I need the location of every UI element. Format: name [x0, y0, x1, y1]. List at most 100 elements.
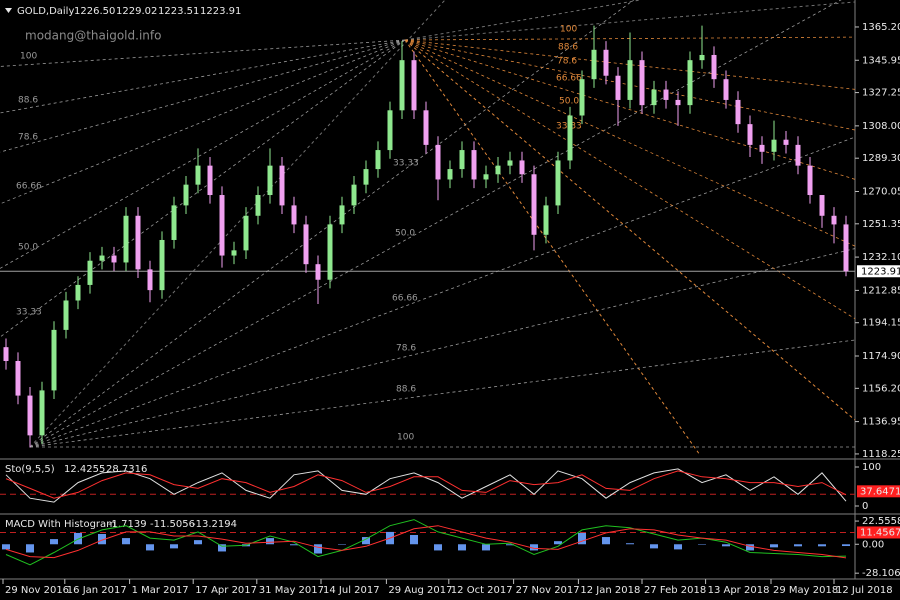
fib-line — [404, 39, 856, 247]
y-tick-label: 1308.00 — [862, 121, 900, 132]
x-tick-label: 29 Nov 2016 — [5, 585, 69, 596]
histogram-bar — [602, 537, 610, 545]
fib-line — [404, 39, 701, 456]
histogram-bar — [506, 544, 514, 546]
stochastic-line — [5, 468, 847, 503]
fib-label: 78.6 — [557, 57, 577, 67]
candle-body — [435, 144, 441, 180]
y-tick-label: 1365.20 — [862, 22, 900, 33]
header-value: 28.7316 — [106, 464, 147, 475]
histogram-bar — [122, 538, 130, 545]
fib-line — [404, 39, 856, 320]
x-tick-label: 29 May 2018 — [773, 585, 838, 596]
candle-body — [519, 160, 525, 175]
candle-body — [723, 79, 729, 100]
candle-body — [111, 255, 117, 263]
fib-label: 33.33 — [16, 308, 42, 318]
panel-title: MACD With Histogram — [5, 519, 116, 530]
menu-arrow — [5, 8, 12, 13]
candle-body — [747, 124, 753, 145]
candle-body — [423, 110, 429, 145]
y-tick-label: 1118.25 — [862, 449, 900, 460]
stochastic-line — [5, 470, 847, 499]
fib-label: 78.6 — [18, 133, 38, 143]
histogram-bar — [578, 532, 586, 545]
histogram-bar — [170, 544, 178, 549]
candle-body — [243, 215, 249, 251]
histogram-bar — [146, 544, 154, 551]
candle-body — [87, 260, 93, 285]
candle-body — [843, 224, 849, 272]
candle-body — [615, 75, 621, 100]
candle-body — [447, 169, 453, 180]
fib-label: 50.0 — [559, 97, 579, 107]
candle-body — [231, 250, 237, 256]
candle-body — [411, 60, 417, 111]
candle-body — [495, 165, 501, 175]
header-value: -1.7139 — [108, 519, 147, 530]
fib-line — [29, 0, 842, 448]
histogram-bar — [482, 544, 490, 551]
candle-body — [567, 115, 573, 161]
candle-body — [51, 329, 57, 391]
last-price-label: 1223.91 — [861, 266, 900, 277]
histogram-bar — [50, 539, 58, 545]
histogram-bar — [818, 544, 826, 547]
candle-body — [483, 174, 489, 180]
fib-line — [29, 136, 856, 448]
header-value: -13.2194 — [192, 519, 237, 530]
histogram-bar — [314, 544, 322, 554]
header-value: 1223.91 — [200, 6, 241, 17]
y-tick-label: 22.5558 — [862, 516, 900, 527]
fib-label: 100 — [560, 25, 577, 35]
histogram-bar — [2, 544, 10, 550]
panel-title: GOLD,Daily — [17, 6, 74, 17]
last-price-box — [857, 265, 900, 278]
y-tick-label: 1270.05 — [862, 186, 900, 197]
candle-body — [603, 49, 609, 76]
histogram-bar — [794, 544, 802, 547]
candle-body — [711, 54, 717, 80]
candle-body — [663, 89, 669, 100]
y-tick-label: 1327.25 — [862, 88, 900, 99]
y-tick-label: 1289.30 — [862, 153, 900, 164]
fib-label: 78.6 — [396, 344, 416, 354]
histogram-bar — [218, 544, 226, 552]
macd-line — [5, 525, 847, 559]
candle-body — [387, 110, 393, 151]
fib-line — [29, 339, 856, 448]
candle-body — [555, 160, 561, 206]
candle-body — [171, 205, 177, 240]
marker-label: 11.4567 — [860, 527, 900, 538]
candle-body — [27, 395, 33, 436]
histogram-bar — [722, 544, 730, 547]
candle-body — [543, 205, 549, 235]
fib-line — [404, 39, 856, 180]
y-tick-label: 1232.10 — [862, 252, 900, 263]
fib-label: 88.6 — [396, 385, 416, 395]
fib-label: 100 — [397, 433, 414, 443]
histogram-bar — [650, 544, 658, 549]
fib-label: 66.66 — [556, 74, 582, 84]
candle-body — [579, 79, 585, 116]
candle-body — [3, 347, 9, 362]
candle-body — [255, 195, 261, 216]
y-tick-label: 0 — [862, 501, 868, 512]
candle-body — [471, 150, 477, 180]
histogram-bar — [434, 544, 442, 551]
candle-body — [651, 89, 657, 106]
x-tick-label: 27 Feb 2018 — [644, 585, 706, 596]
y-tick-label: 100 — [862, 462, 881, 473]
fib-label: 50.0 — [18, 243, 38, 253]
fib-line — [404, 0, 641, 41]
watermark: modang@thaigold.info — [25, 29, 161, 43]
header-value: 12.4255 — [64, 464, 105, 475]
y-tick-label: 1251.35 — [862, 219, 900, 230]
candle-body — [783, 139, 789, 145]
candle-body — [699, 54, 705, 61]
fib-label: 88.6 — [558, 43, 578, 53]
